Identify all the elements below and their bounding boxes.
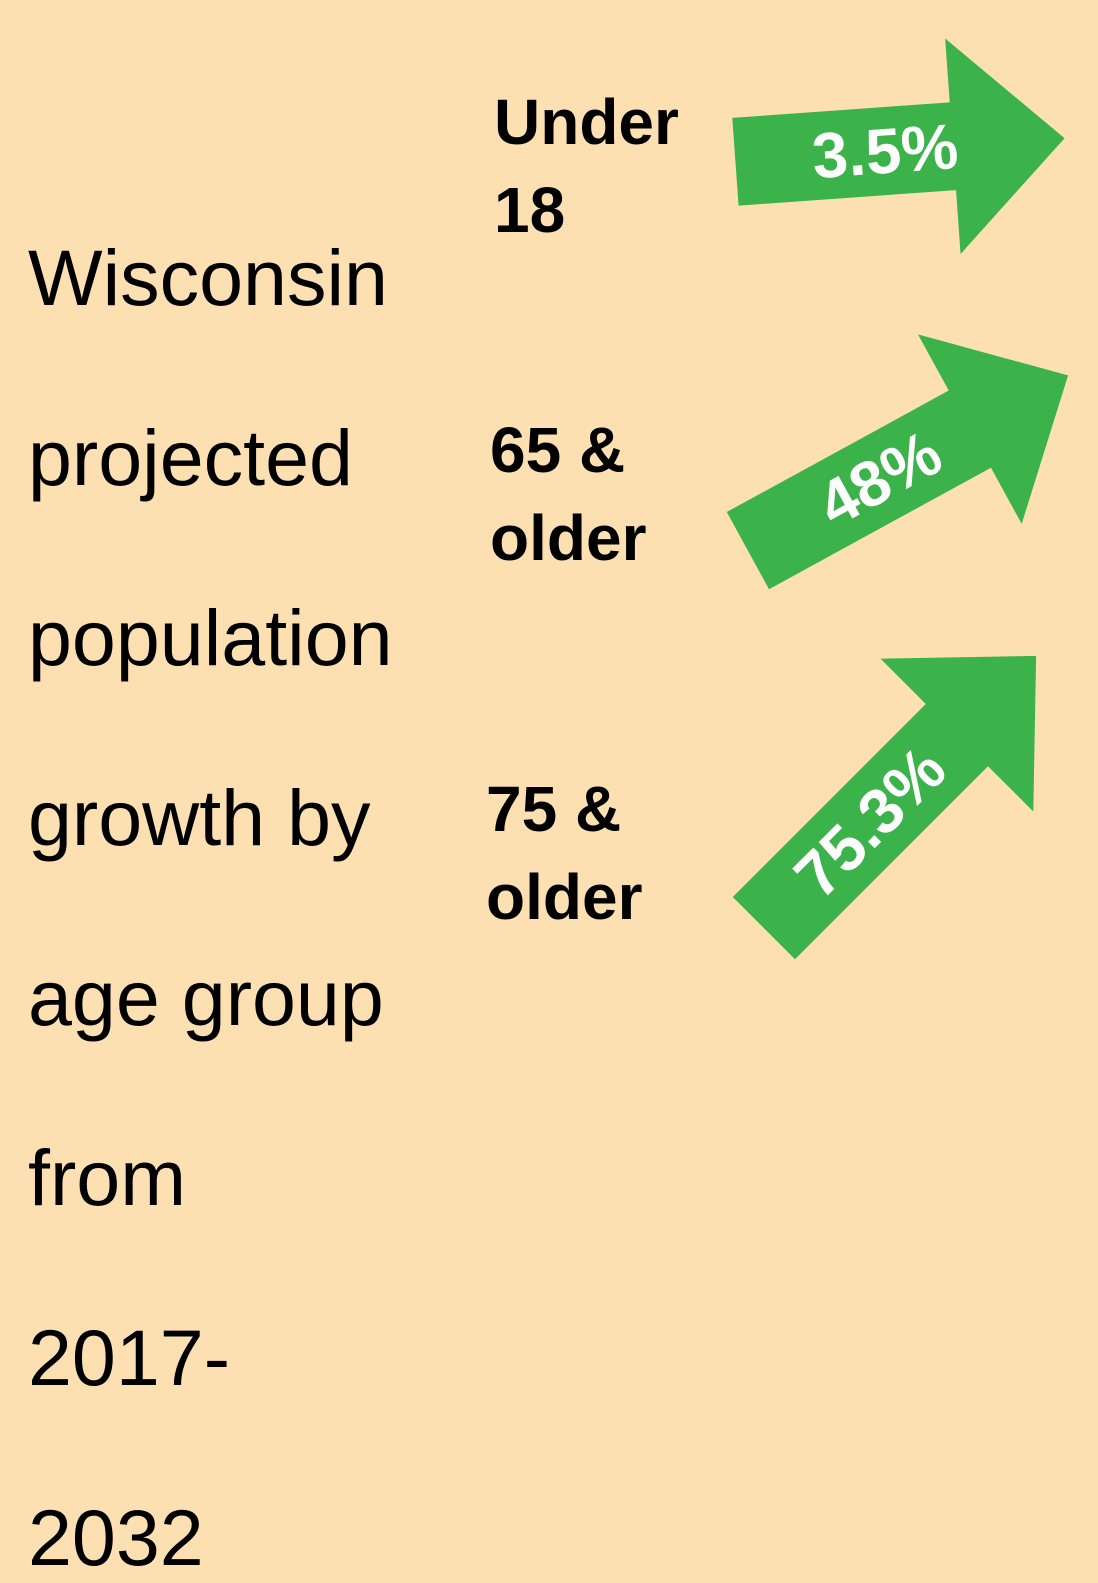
arrow-75-older: 75.3% bbox=[732, 655, 1037, 960]
arrow-shape bbox=[732, 655, 1037, 960]
arrow-shape bbox=[726, 334, 1069, 590]
title-line: 2032 bbox=[28, 1493, 204, 1582]
age-group-label-line: Under bbox=[494, 86, 679, 158]
growth-arrows: 3.5% 48% 75.3% bbox=[726, 38, 1069, 960]
arrow-shape bbox=[732, 38, 1065, 254]
age-group-label-line: 75 & bbox=[486, 773, 622, 845]
value-label-75-older: 75.3% bbox=[780, 732, 959, 911]
arrow-65-older: 48% bbox=[726, 334, 1069, 590]
arrow-under-18: 3.5% bbox=[732, 38, 1065, 254]
title-line: population bbox=[28, 593, 393, 682]
title-line: 2017- bbox=[28, 1313, 231, 1402]
infographic: Wisconsin projected population growth by… bbox=[28, 38, 1069, 1582]
title-line: growth by bbox=[28, 773, 371, 862]
age-group-label-line: older bbox=[490, 502, 647, 574]
age-group-label-under-18: Under 18 bbox=[494, 78, 679, 254]
age-group-label-75-older: 75 & older bbox=[486, 765, 642, 941]
age-group-label-line: 18 bbox=[494, 174, 566, 246]
age-group-label-line: older bbox=[486, 861, 643, 933]
age-group-label-line: 65 & bbox=[490, 414, 626, 486]
age-group-label-65-older: 65 & older bbox=[490, 406, 646, 582]
title-line: from bbox=[28, 1133, 186, 1222]
title-line: projected bbox=[28, 413, 353, 502]
value-label-under-18: 3.5% bbox=[810, 110, 961, 192]
title-line: Wisconsin bbox=[28, 233, 388, 322]
